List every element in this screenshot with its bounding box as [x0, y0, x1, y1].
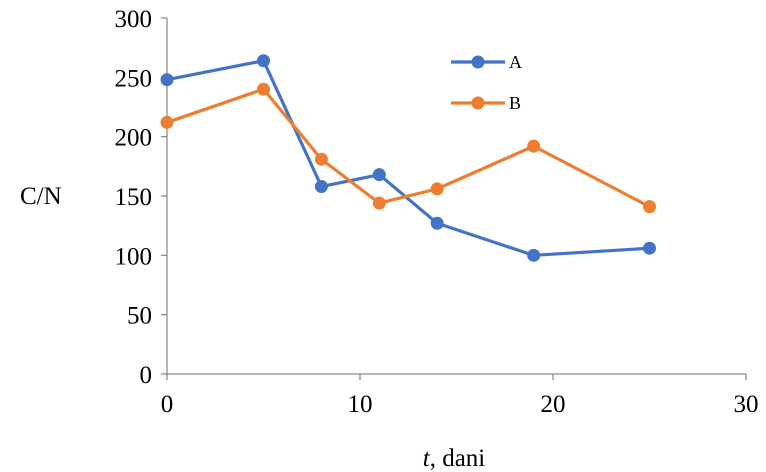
data-point-A: [372, 168, 386, 182]
legend-label: B: [509, 93, 521, 113]
data-point-A: [430, 216, 444, 230]
series-A: [160, 54, 656, 262]
data-point-B: [527, 139, 541, 153]
legend: AB: [451, 52, 522, 113]
series-layer: [160, 54, 656, 262]
legend-item-B: B: [451, 93, 521, 113]
data-point-A: [643, 241, 656, 255]
data-point-B: [314, 152, 328, 166]
y-tick-label: 50: [127, 303, 152, 330]
data-point-A: [314, 180, 328, 194]
data-point-A: [160, 73, 174, 87]
y-tick-label: 250: [115, 65, 153, 92]
legend-marker: [471, 55, 485, 69]
series-line-A: [166, 59, 650, 257]
data-point-B: [257, 82, 270, 96]
data-point-B: [160, 115, 174, 129]
legend-marker: [471, 96, 485, 110]
axes: [161, 17, 747, 380]
data-point-B: [643, 200, 656, 214]
x-axis-label-unit: , dani: [430, 445, 486, 472]
y-tick-label: 150: [115, 184, 153, 211]
x-tick-label: 20: [541, 391, 566, 418]
legend-label: A: [509, 52, 522, 72]
y-tick-label: 100: [115, 243, 153, 270]
tick-labels: 0 50 100 150 200 250 300 0 10 20 30: [115, 6, 759, 418]
x-tick-label: 0: [161, 391, 174, 418]
series-B: [160, 82, 656, 214]
series-line-B: [166, 87, 651, 209]
y-tick-label: 200: [115, 125, 153, 152]
x-tick-label: 10: [348, 391, 373, 418]
y-tick-label: 300: [115, 6, 153, 33]
y-tick-label: 0: [140, 362, 153, 389]
y-axis-label: C/N: [20, 183, 62, 210]
data-point-A: [527, 248, 541, 262]
x-axis-label-variable: t: [423, 445, 431, 472]
legend-item-A: A: [451, 52, 522, 72]
data-point-B: [430, 182, 444, 196]
data-point-A: [257, 54, 270, 68]
data-point-B: [372, 196, 386, 210]
x-axis-label: t, dani: [423, 445, 486, 472]
x-tick-label: 30: [734, 391, 759, 418]
